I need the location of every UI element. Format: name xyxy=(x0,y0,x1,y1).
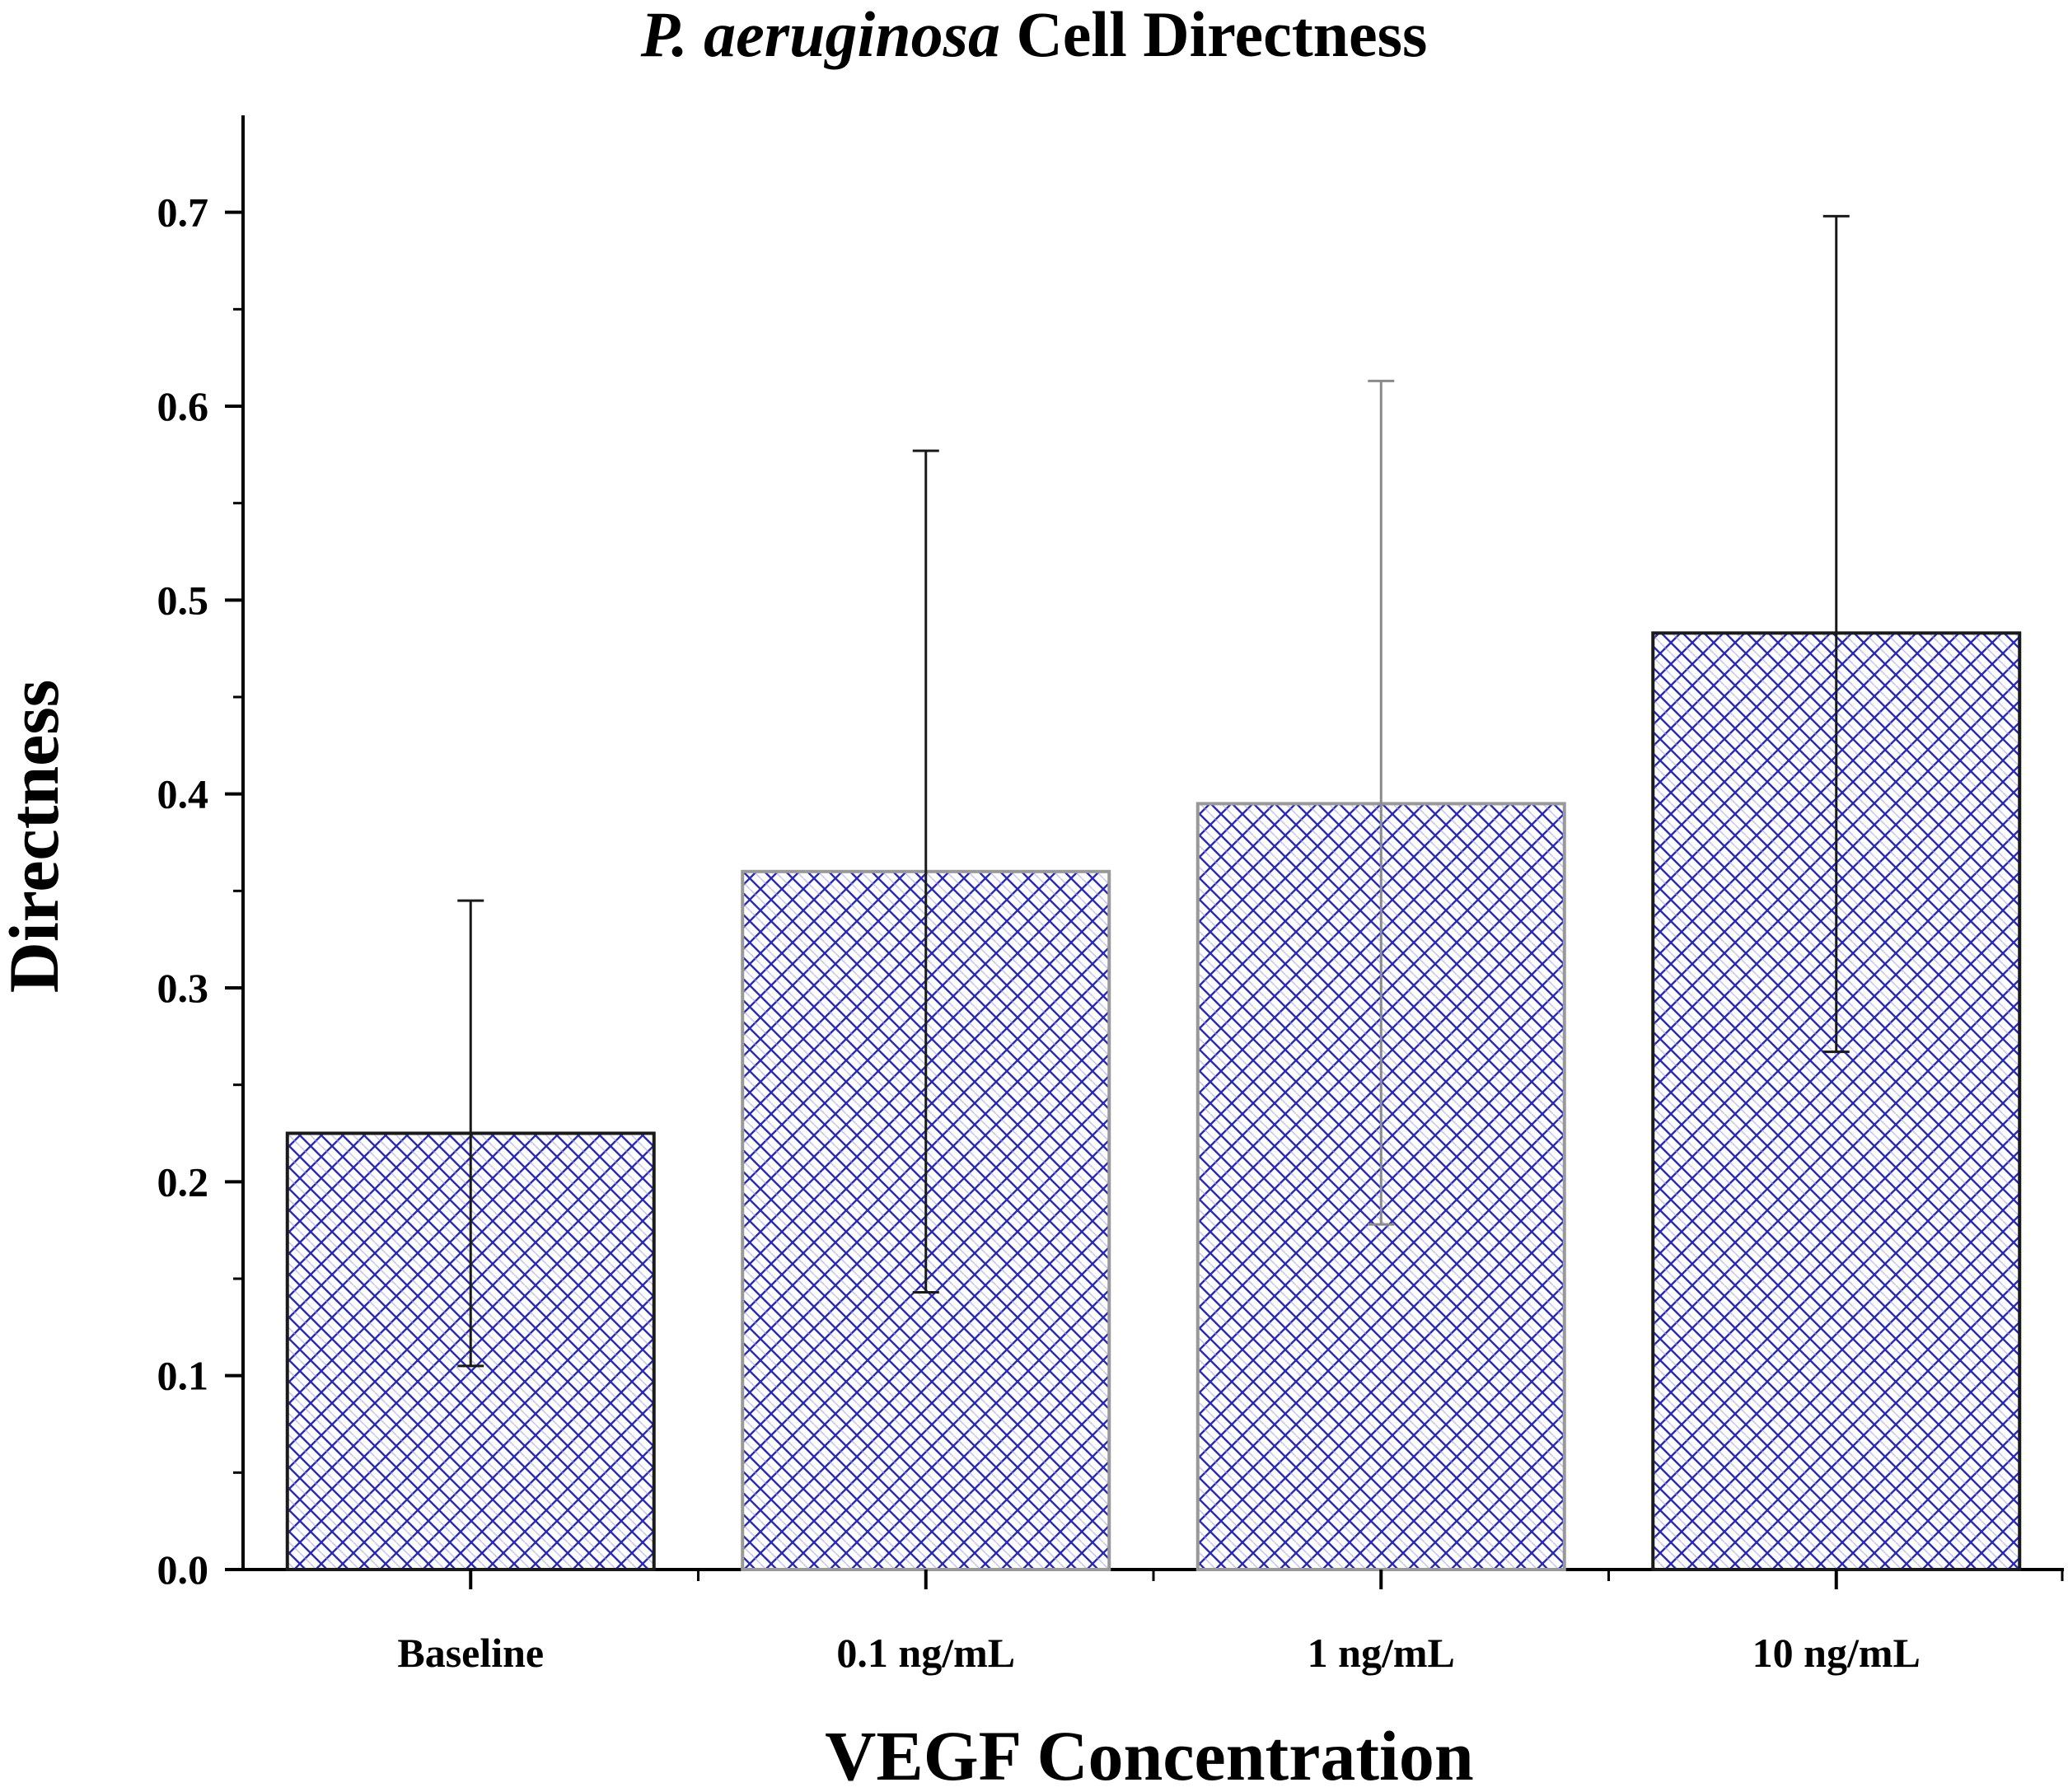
y-tick-label: 0.2 xyxy=(157,1158,209,1205)
x-axis-title: VEGF Concentration xyxy=(825,1716,1473,1792)
y-tick-label: 0.7 xyxy=(157,189,209,236)
x-tick-label: 10 ng/mL xyxy=(1752,1630,1921,1676)
bars xyxy=(285,631,2022,1572)
y-tick-label: 0.0 xyxy=(157,1546,209,1593)
y-tick-label: 0.3 xyxy=(157,965,209,1011)
y-tick-label: 0.1 xyxy=(157,1353,209,1399)
x-tick-label: Baseline xyxy=(397,1630,544,1676)
chart-title-italic: P. aeruginosa xyxy=(640,0,1000,70)
y-tick-label: 0.6 xyxy=(157,383,209,429)
x-tick-label: 0.1 ng/mL xyxy=(836,1630,1015,1676)
y-ticks: 0.0 0.1 0.2 0.3 0.4 0.5 0.6 0.7 xyxy=(157,189,243,1593)
error-bars xyxy=(457,214,1850,1368)
y-tick-label: 0.5 xyxy=(157,577,209,623)
chart-title: P. aeruginosa Cell Directness xyxy=(640,0,1428,70)
x-tick-label: 1 ng/mL xyxy=(1308,1630,1455,1676)
y-axis-title: Directness xyxy=(0,680,73,994)
y-tick-label: 0.4 xyxy=(157,771,209,817)
chart-title-rest: Cell Directness xyxy=(1000,0,1427,70)
x-ticks: Baseline 0.1 ng/mL 1 ng/mL 10 ng/mL xyxy=(397,1570,2064,1676)
